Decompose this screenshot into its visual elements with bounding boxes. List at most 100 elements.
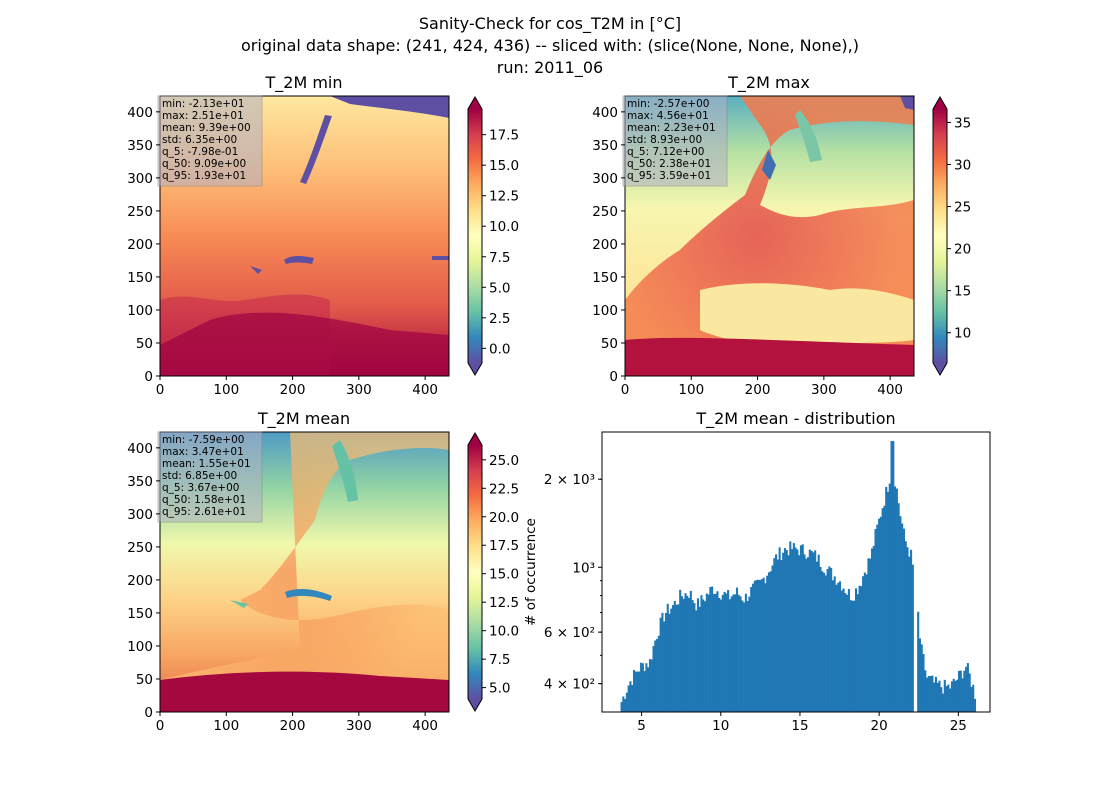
colorbar-tick-label: 10.0	[489, 624, 519, 640]
y-tick-label: 250	[592, 204, 618, 220]
histogram-bar	[908, 556, 911, 712]
histogram-bar	[719, 599, 723, 712]
histogram-bar	[929, 676, 932, 712]
histogram-bar	[885, 486, 888, 712]
stat-max: max: 4.56e+01	[627, 110, 709, 122]
y-tick-label: 50	[601, 336, 618, 352]
histogram-bar	[656, 638, 659, 712]
colorbar: 0.0 2.5 5.0 7.5 10.0 12.5 15.0 17.5	[467, 96, 519, 376]
histogram-bar	[844, 593, 847, 712]
y-tick-label: 200	[127, 237, 153, 253]
histogram-bar	[906, 547, 909, 712]
colorbar-tick-label: 15.0	[489, 567, 519, 583]
histogram-bar	[789, 541, 792, 712]
histogram-bar	[899, 516, 902, 712]
histogram-bar	[798, 555, 801, 712]
y-tick-label: 150	[127, 606, 153, 622]
histogram-bar	[734, 594, 737, 712]
histogram-bar	[917, 611, 920, 712]
histogram-bar	[767, 572, 771, 712]
colorbar-tick-label: 35	[954, 115, 971, 131]
histogram-bar	[672, 605, 675, 712]
histogram-bar	[776, 559, 779, 712]
stats-box: min: -2.13e+01 max: 2.51e+01 mean: 9.39e…	[157, 95, 263, 187]
colorbar-tick-label: 17.5	[489, 128, 519, 144]
y-axis: 0 50 100 150 200 250 300 350 400	[127, 441, 160, 721]
y-tick-label: 300	[592, 171, 618, 187]
y-tick-label: 400	[127, 105, 153, 121]
histogram-bar	[632, 670, 636, 712]
histogram-bar	[682, 598, 685, 712]
histogram-bar	[883, 505, 886, 712]
histogram-bar	[851, 600, 854, 712]
histogram-bar	[643, 671, 646, 712]
colorbar-tick-label: 15	[954, 284, 971, 300]
stat-q5: q_5: -7.98e-01	[162, 146, 238, 158]
histogram-bar	[796, 549, 799, 712]
y-tick-label: 400	[592, 105, 618, 121]
histogram-bar	[712, 594, 715, 712]
colorbar-tick-label: 25	[954, 200, 971, 216]
histogram-bar	[810, 550, 813, 712]
histogram-bar	[705, 593, 708, 712]
suptitle-line-3: run: 2011_06	[497, 58, 603, 78]
histogram-bar	[920, 644, 923, 712]
y-tick-label: 50	[136, 336, 153, 352]
histogram-bar	[723, 591, 726, 712]
y-tick-label: 0	[144, 705, 153, 721]
histogram-bar	[938, 680, 941, 712]
histogram-bar	[641, 663, 644, 712]
histogram-bar	[753, 580, 756, 712]
colorbar-tick-label: 5.0	[489, 681, 510, 697]
histogram-bar	[762, 577, 765, 712]
histogram-bar	[691, 600, 694, 712]
x-tick-label: 100	[678, 382, 704, 398]
histogram-bar	[645, 663, 648, 712]
histogram-bar	[695, 610, 698, 712]
histogram-bar	[743, 602, 746, 712]
histogram-bar	[812, 552, 815, 712]
histogram-bar	[965, 666, 968, 712]
colorbar: 10 15 20 25 30 35	[932, 96, 971, 376]
stat-q5: q_5: 3.67e+00	[162, 482, 239, 494]
stat-mean: mean: 1.55e+01	[162, 458, 251, 470]
histogram-bar	[842, 588, 845, 712]
stats-box: min: -2.57e+00 max: 4.56e+01 mean: 2.23e…	[622, 95, 728, 187]
histogram-bar	[636, 671, 639, 712]
histogram-bar	[823, 572, 826, 712]
y-tick-label: 250	[127, 204, 153, 220]
histogram-bar	[782, 552, 785, 712]
x-tick-label: 200	[280, 382, 306, 398]
histogram-bar	[950, 681, 953, 712]
histogram-bar	[785, 550, 788, 712]
histogram-bar	[799, 545, 802, 712]
histogram-bar	[876, 524, 879, 712]
histogram-bar	[940, 687, 943, 712]
colorbar-tick-label: 7.5	[489, 652, 510, 668]
histogram-bar	[837, 582, 840, 712]
histogram-bar	[814, 550, 817, 712]
histogram-bar	[627, 685, 630, 712]
histogram-bar	[759, 580, 762, 712]
stat-std: std: 8.93e+00	[627, 134, 702, 146]
histogram-bar	[751, 583, 755, 712]
histogram-bar	[892, 441, 895, 712]
histogram-bar	[780, 560, 783, 712]
histogram-bar	[954, 680, 957, 712]
y-tick-label: 350	[592, 138, 618, 154]
histogram-bar	[727, 590, 730, 712]
histogram-bar	[755, 580, 758, 712]
y-tick-label: 6 × 10²	[544, 625, 595, 641]
x-tick-label: 25	[950, 718, 967, 734]
stat-min: min: -2.57e+00	[627, 98, 709, 110]
y-tick-label: 100	[127, 303, 153, 319]
histogram-bar	[956, 679, 959, 712]
suptitle-line-2: original data shape: (241, 424, 436) -- …	[241, 36, 859, 55]
y-tick-label: 10³	[572, 560, 595, 576]
histogram-bar	[760, 579, 763, 712]
y-tick-label: 250	[127, 540, 153, 556]
colorbar-tick-label: 15.0	[489, 158, 519, 174]
histogram-bar	[664, 612, 668, 712]
histogram-bar	[718, 597, 721, 712]
stat-std: std: 6.85e+00	[162, 470, 237, 482]
